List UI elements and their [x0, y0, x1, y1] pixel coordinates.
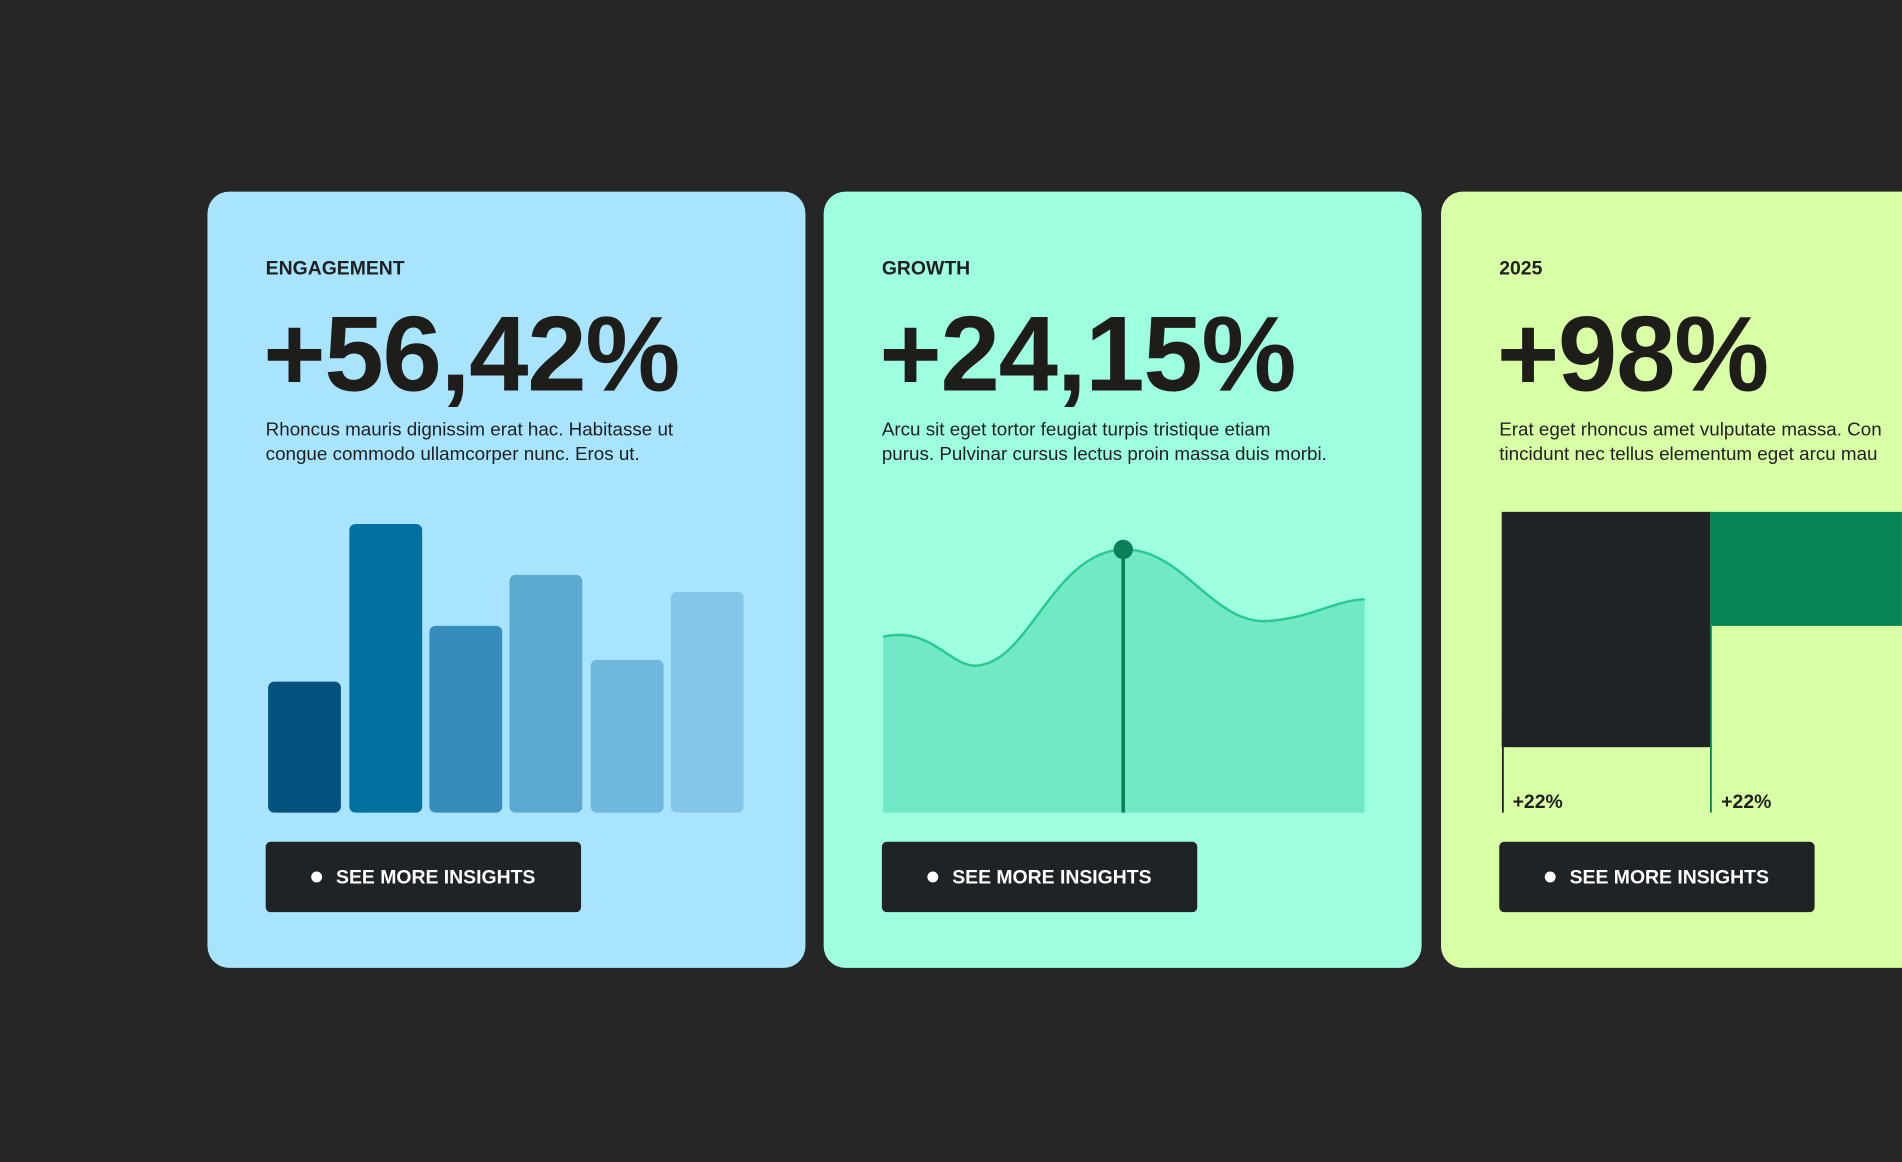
card-value: +56,42%	[263, 294, 679, 414]
button-text[interactable]: SEE MORE INSIGHTS	[1570, 866, 1769, 888]
button-dot	[1544, 871, 1556, 883]
block	[1501, 511, 1711, 748]
card-description: Arcu sit eget tortor feugiat turpis tris…	[882, 419, 1271, 440]
bar-chart	[268, 523, 744, 813]
button[interactable]	[881, 841, 1198, 913]
button[interactable]	[265, 841, 582, 913]
card-description: Rhoncus mauris dignissim erat hac. Habit…	[266, 419, 674, 440]
card-label: ENGAGEMENT	[266, 257, 405, 279]
marker-dot	[1113, 539, 1133, 560]
card-description: tincidunt nec tellus elementum eget arcu…	[1499, 443, 1877, 464]
bar	[509, 574, 583, 813]
card-label: 2025	[1499, 257, 1542, 279]
button-text[interactable]: SEE MORE INSIGHTS	[952, 866, 1151, 888]
bar	[349, 523, 423, 813]
button-dot	[927, 871, 939, 883]
button-text[interactable]: SEE MORE INSIGHTS	[336, 866, 535, 888]
area-chart	[882, 539, 1365, 813]
bar	[670, 591, 744, 813]
block-label: +22%	[1513, 791, 1563, 813]
card-value: +24,15%	[879, 294, 1295, 414]
bar	[590, 659, 664, 813]
card-label: GROWTH	[882, 257, 970, 279]
button-dot	[311, 871, 323, 883]
card-description: purus. Pulvinar cursus lectus proin mass…	[882, 443, 1327, 464]
card-description: congue commodo ullamcorper nunc. Eros ut…	[266, 443, 640, 464]
block	[1710, 511, 1902, 626]
bar	[268, 681, 341, 813]
card-value: +98%	[1497, 294, 1768, 414]
bar	[429, 625, 503, 813]
block-label: +22%	[1721, 791, 1771, 813]
card-description: Erat eget rhoncus amet vulputate massa. …	[1499, 419, 1881, 440]
button[interactable]	[1499, 841, 1815, 913]
block-chart	[1501, 511, 1902, 813]
